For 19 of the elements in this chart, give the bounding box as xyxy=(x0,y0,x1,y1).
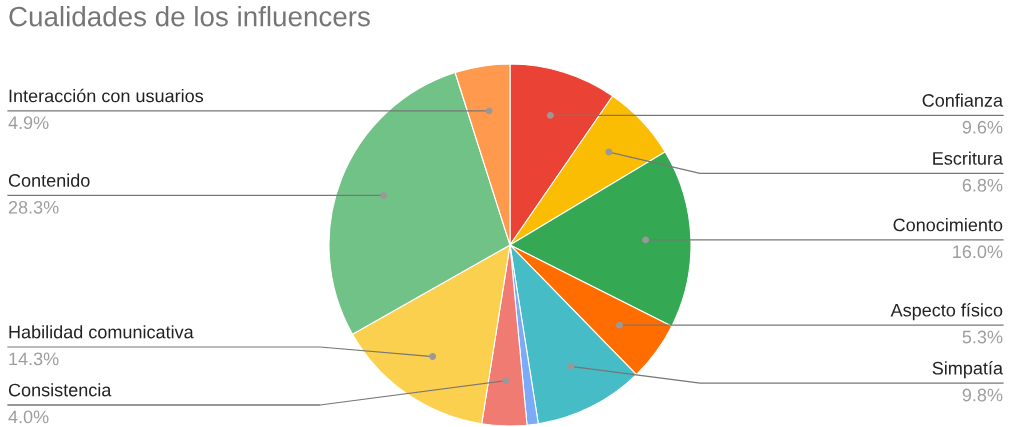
data-label: 6.8% xyxy=(962,178,1003,192)
slice-label: Confianza xyxy=(922,93,1003,107)
slice-label: Escritura xyxy=(933,151,1003,165)
data-label: 4.0% xyxy=(8,410,49,424)
slice-label: Aspecto físico xyxy=(890,303,1003,321)
data-label: 28.3% xyxy=(8,200,59,214)
slice-label: Interacción con usuarios xyxy=(9,88,204,103)
data-label: 9.8% xyxy=(962,388,1003,402)
slice-label: Contenido xyxy=(8,173,90,187)
slice-label: Habilidad comunicativa xyxy=(9,325,194,339)
slice-label: Consistencia xyxy=(8,383,112,397)
data-label: 5.3% xyxy=(962,330,1003,344)
slice-label: Conocimiento xyxy=(893,218,1003,232)
data-label: 4.9% xyxy=(8,116,49,130)
data-label: 16.0% xyxy=(953,245,1003,259)
slice-label: Simpatía xyxy=(932,361,1003,379)
data-label: 9.6% xyxy=(962,120,1003,134)
data-label: 14.3% xyxy=(9,352,59,366)
chart-title: Cualidades de los influencers xyxy=(9,6,370,27)
